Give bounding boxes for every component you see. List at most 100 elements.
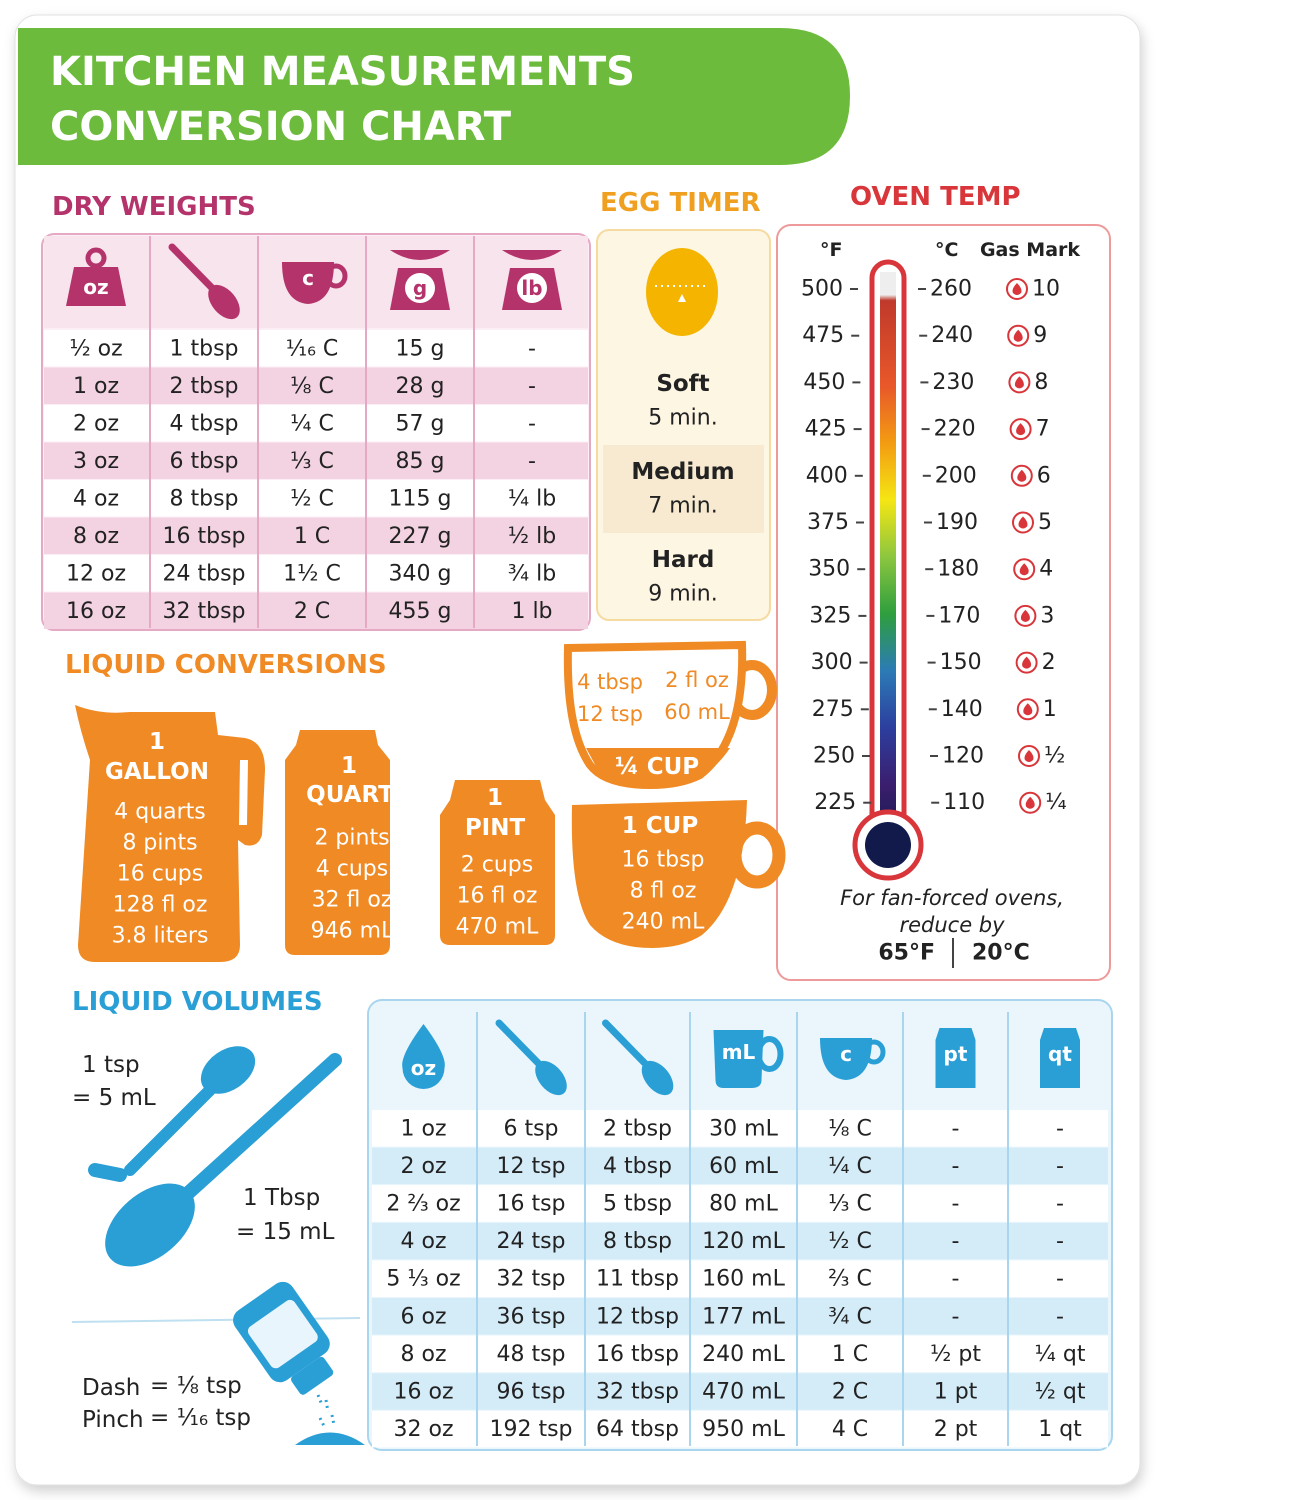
volume-cell: - xyxy=(952,1192,960,1217)
tablespoon-handle xyxy=(168,1053,342,1212)
volume-cell: - xyxy=(952,1116,960,1141)
gas-flame xyxy=(1012,283,1022,295)
fahrenheit: 325 xyxy=(809,603,851,628)
pint-line: 470 mL xyxy=(456,915,539,940)
gas-mark: 7 xyxy=(1036,417,1050,442)
celsius: 260 xyxy=(930,277,972,302)
volume-cell: - xyxy=(1056,1116,1064,1141)
volume-cell: 6 oz xyxy=(401,1304,447,1329)
volume-cell: - xyxy=(952,1304,960,1329)
icon-scale-dial xyxy=(405,273,435,303)
row-stripe xyxy=(372,1335,1108,1373)
egg-name: Medium xyxy=(631,459,734,485)
gas-flame xyxy=(1024,750,1034,762)
volume-cell: 240 mL xyxy=(702,1342,785,1367)
gas-flame xyxy=(1018,516,1028,529)
dry-cell: ½ lb xyxy=(508,524,556,549)
gas-flame xyxy=(1022,656,1032,669)
salt-grains xyxy=(316,1394,336,1427)
row-stripe xyxy=(44,480,588,517)
dry-cell: 85 g xyxy=(396,449,445,474)
gas-mark: 8 xyxy=(1034,370,1048,395)
cup-line: 8 fl oz xyxy=(630,879,697,904)
jug-handle-gap xyxy=(239,760,248,825)
dry-cell: 4 tbsp xyxy=(169,411,238,436)
volume-cell: 48 tsp xyxy=(496,1342,565,1367)
volume-cell: 60 mL xyxy=(709,1154,778,1179)
title-line: KITCHEN MEASUREMENTS xyxy=(50,49,635,95)
gas-icon xyxy=(1008,371,1031,394)
quarter-cup-unit: ¼ CUP xyxy=(615,754,699,780)
dry-cell: 115 g xyxy=(389,486,452,511)
volume-cell: 16 tsp xyxy=(496,1192,565,1217)
dry-cell: 8 tbsp xyxy=(169,486,238,511)
volume-cell: 192 tsp xyxy=(489,1417,572,1442)
quarter-cup-band xyxy=(586,748,730,787)
volume-cell: 1 qt xyxy=(1038,1417,1082,1442)
dry-cell: 2 tbsp xyxy=(169,374,238,399)
quart-unit: QUART xyxy=(306,782,394,808)
fahrenheit: 450 xyxy=(803,370,845,395)
gas-icon xyxy=(1014,604,1037,627)
egg-icon xyxy=(646,248,718,336)
icon-label: c xyxy=(302,266,314,290)
celsius: 190 xyxy=(936,510,978,535)
gas-mark: 3 xyxy=(1040,603,1054,628)
icon-scale-bowl xyxy=(502,250,562,260)
dry-cell: 32 tbsp xyxy=(162,599,245,624)
gas-mark: 2 xyxy=(1042,650,1056,675)
gas-icon xyxy=(1019,791,1042,814)
dry-cell: - xyxy=(528,449,536,474)
gallon-line: 128 fl oz xyxy=(113,893,208,918)
gas-icon xyxy=(1009,418,1032,441)
quart-line: 32 fl oz xyxy=(312,888,393,913)
oven-note: For fan-forced ovens, xyxy=(840,886,1064,910)
icon-drop xyxy=(402,1024,445,1089)
dry-cell: 12 oz xyxy=(66,561,126,586)
volume-cell: 30 mL xyxy=(709,1116,778,1141)
gallon-amount: 1 xyxy=(149,729,165,755)
dry-cell: 8 oz xyxy=(73,524,119,549)
dash-value: = ⅛ tsp xyxy=(150,1373,242,1399)
celsius: 120 xyxy=(942,744,984,769)
row-stripe xyxy=(44,367,588,404)
gas-mark: ¼ xyxy=(1045,790,1066,815)
thermometer-scale xyxy=(880,272,896,842)
gas-flame xyxy=(1023,703,1033,716)
dry-cell: 2 C xyxy=(294,599,330,624)
pinch-label: Pinch xyxy=(82,1407,144,1433)
section-title: LIQUID CONVERSIONS xyxy=(65,650,387,680)
dry-cell: 455 g xyxy=(389,599,452,624)
gas-icon xyxy=(1010,464,1033,487)
gas-icon xyxy=(1018,745,1040,767)
dry-cell: ¾ lb xyxy=(508,561,556,586)
volume-cell: - xyxy=(1056,1304,1064,1329)
icon-spoon-bowl xyxy=(641,1060,674,1096)
dry-cell: 6 tbsp xyxy=(169,449,238,474)
gallon-line: 16 cups xyxy=(117,862,203,887)
volume-cell: ⅔ C xyxy=(828,1267,872,1292)
section-title: OVEN TEMP xyxy=(850,182,1021,212)
volume-cell: 5 tbsp xyxy=(603,1192,672,1217)
row-stripe xyxy=(44,592,588,629)
volume-cell: 177 mL xyxy=(702,1304,785,1329)
icon-cup xyxy=(282,262,334,304)
dry-cell: 1 tbsp xyxy=(169,336,238,361)
volume-cell: 160 mL xyxy=(702,1267,785,1292)
celsius: 230 xyxy=(932,370,974,395)
volume-cell: 80 mL xyxy=(709,1192,778,1217)
volume-cell: 2 oz xyxy=(401,1154,447,1179)
volume-cell: ½ qt xyxy=(1035,1380,1086,1405)
icon-label: g xyxy=(413,276,427,300)
gas-mark: 4 xyxy=(1039,557,1053,582)
pinch-value: = ¹⁄₁₆ tsp xyxy=(150,1405,251,1431)
volume-cell: 8 oz xyxy=(401,1342,447,1367)
gas-mark: 9 xyxy=(1033,323,1047,348)
volume-cell: - xyxy=(952,1267,960,1292)
oven-note-value: 20°C xyxy=(972,941,1030,966)
row-stripe xyxy=(44,405,588,442)
dry-cell: 340 g xyxy=(389,561,452,586)
dry-cell: ⅓ C xyxy=(290,449,334,474)
quart-line: 4 cups xyxy=(316,857,388,882)
volume-cell: ¼ qt xyxy=(1035,1342,1086,1367)
